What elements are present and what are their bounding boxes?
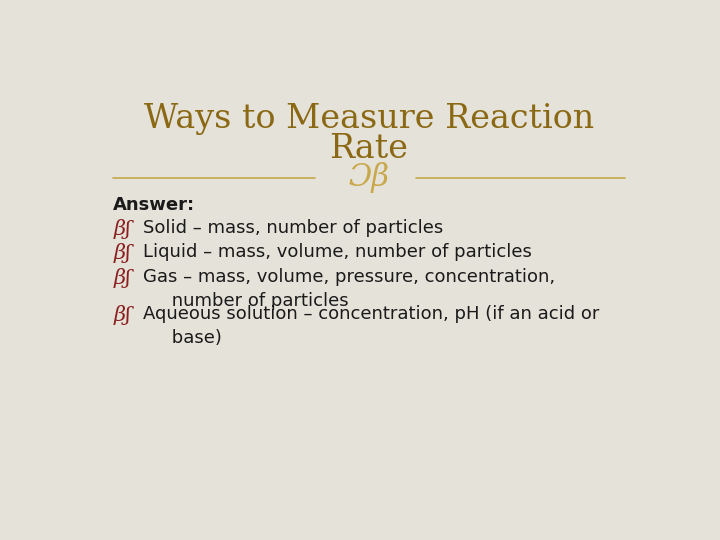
Text: βʃ: βʃ bbox=[113, 268, 131, 288]
Text: Solid – mass, number of particles: Solid – mass, number of particles bbox=[143, 219, 443, 237]
Text: βʃ: βʃ bbox=[113, 219, 131, 239]
Text: Ɔβ: Ɔβ bbox=[348, 163, 390, 193]
Text: Gas – mass, volume, pressure, concentration,
     number of particles: Gas – mass, volume, pressure, concentrat… bbox=[143, 268, 555, 309]
Text: Rate: Rate bbox=[330, 133, 408, 165]
Text: βʃ: βʃ bbox=[113, 244, 131, 264]
Text: Liquid – mass, volume, number of particles: Liquid – mass, volume, number of particl… bbox=[143, 244, 531, 261]
Text: βʃ: βʃ bbox=[113, 305, 131, 325]
Text: Answer:: Answer: bbox=[113, 195, 195, 214]
Text: Aqueous solution – concentration, pH (if an acid or
     base): Aqueous solution – concentration, pH (if… bbox=[143, 305, 599, 347]
Text: Ways to Measure Reaction: Ways to Measure Reaction bbox=[144, 103, 594, 134]
